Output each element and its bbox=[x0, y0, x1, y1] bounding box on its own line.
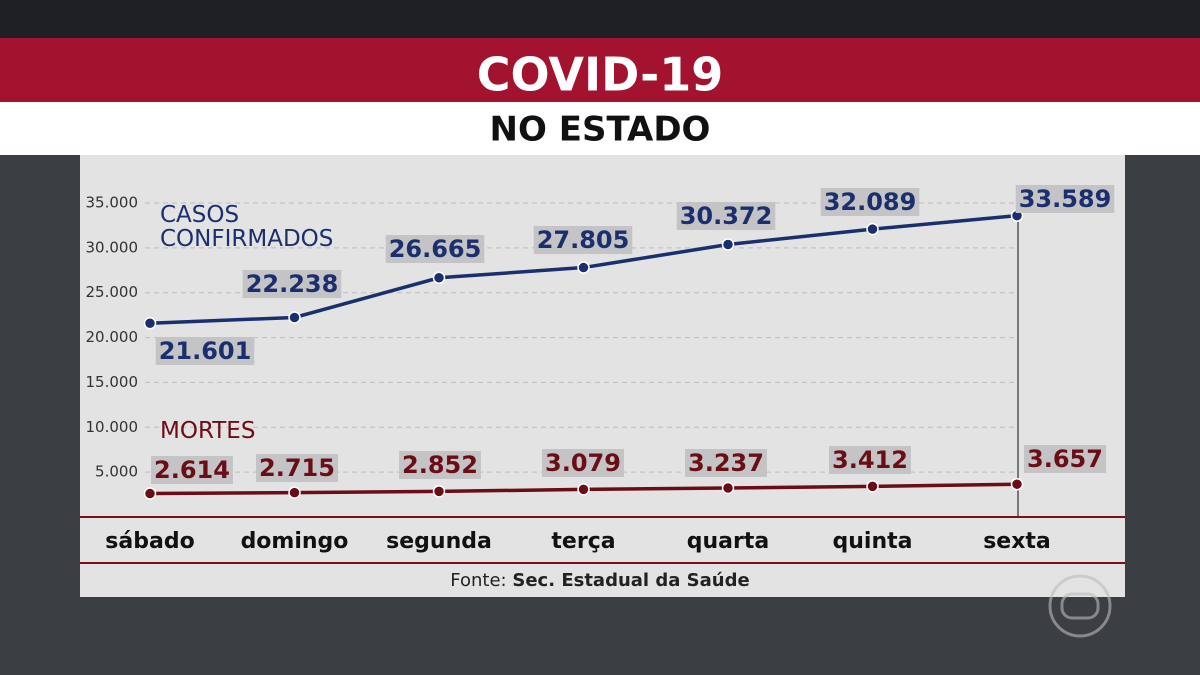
legend-entry: CASOS CONFIRMADOS bbox=[160, 202, 334, 252]
logo bbox=[1060, 592, 1100, 620]
value-label: 30.372 bbox=[680, 202, 773, 230]
value-label: 27.805 bbox=[537, 226, 630, 254]
top-strip bbox=[0, 0, 1200, 38]
data-point bbox=[288, 311, 301, 324]
x-tick-label: quinta bbox=[833, 529, 913, 554]
y-tick-label: 20.000 bbox=[86, 328, 139, 346]
x-tick-label: domingo bbox=[241, 529, 349, 554]
data-point bbox=[143, 316, 157, 330]
data-point bbox=[577, 483, 590, 496]
value-label: 3.657 bbox=[1027, 445, 1103, 473]
value-label-bg bbox=[685, 449, 767, 477]
value-label: 22.238 bbox=[246, 270, 339, 298]
y-tick-label: 15.000 bbox=[86, 373, 139, 391]
y-tick-label: 5.000 bbox=[95, 463, 138, 481]
value-label: 2.715 bbox=[259, 454, 335, 482]
value-label: 33.589 bbox=[1019, 185, 1112, 213]
value-label-bg bbox=[385, 235, 485, 263]
value-label: 26.665 bbox=[389, 235, 482, 263]
value-label-bg bbox=[1015, 185, 1115, 213]
legend-entry: MORTES bbox=[160, 418, 256, 444]
value-label-bg bbox=[256, 454, 338, 482]
data-point bbox=[432, 485, 446, 498]
y-tick-label: 10.000 bbox=[86, 418, 139, 436]
source-text: Sec. Estadual da Saúde bbox=[512, 570, 749, 591]
x-tick-label: terça bbox=[551, 529, 615, 554]
y-tick-label: 35.000 bbox=[86, 194, 139, 212]
data-point bbox=[432, 271, 446, 285]
value-label-bg bbox=[533, 226, 633, 254]
subtitle: NO ESTADO bbox=[490, 110, 711, 150]
title: COVID-19 bbox=[477, 48, 724, 102]
value-label-bg bbox=[151, 456, 233, 484]
value-label: 3.412 bbox=[832, 446, 908, 474]
logo bbox=[1048, 574, 1112, 638]
value-label: 2.614 bbox=[154, 456, 230, 484]
source-label: Fonte: bbox=[450, 570, 506, 591]
title-band bbox=[0, 38, 1200, 102]
value-label-bg bbox=[155, 337, 255, 365]
value-label-bg bbox=[1024, 445, 1106, 473]
x-tick-label: sábado bbox=[105, 529, 194, 554]
value-label-bg bbox=[542, 449, 624, 477]
data-point bbox=[288, 486, 301, 499]
value-label-bg bbox=[829, 446, 911, 474]
data-point bbox=[577, 261, 590, 274]
data-point bbox=[721, 238, 735, 251]
value-label-bg bbox=[676, 202, 776, 230]
data-point bbox=[721, 481, 735, 495]
y-tick-label: 25.000 bbox=[86, 283, 139, 301]
value-label: 32.089 bbox=[824, 188, 917, 216]
x-tick-label: segunda bbox=[386, 529, 492, 554]
data-point bbox=[143, 487, 157, 500]
subtitle-band bbox=[0, 102, 1200, 155]
value-label: 3.237 bbox=[688, 449, 764, 477]
value-label: 2.852 bbox=[402, 451, 478, 479]
x-tick-label: quarta bbox=[687, 529, 769, 554]
value-label: 3.079 bbox=[545, 449, 621, 477]
value-label-bg bbox=[242, 270, 342, 298]
value-label-bg bbox=[399, 451, 481, 479]
data-point bbox=[866, 222, 879, 236]
value-label: 21.601 bbox=[159, 337, 252, 365]
data-point bbox=[1010, 477, 1024, 491]
value-label-bg bbox=[820, 188, 920, 216]
x-tick-label: sexta bbox=[983, 529, 1051, 554]
data-point bbox=[866, 480, 879, 493]
y-tick-label: 30.000 bbox=[86, 238, 139, 256]
source: Fonte: Sec. Estadual da Saúde bbox=[450, 570, 749, 591]
